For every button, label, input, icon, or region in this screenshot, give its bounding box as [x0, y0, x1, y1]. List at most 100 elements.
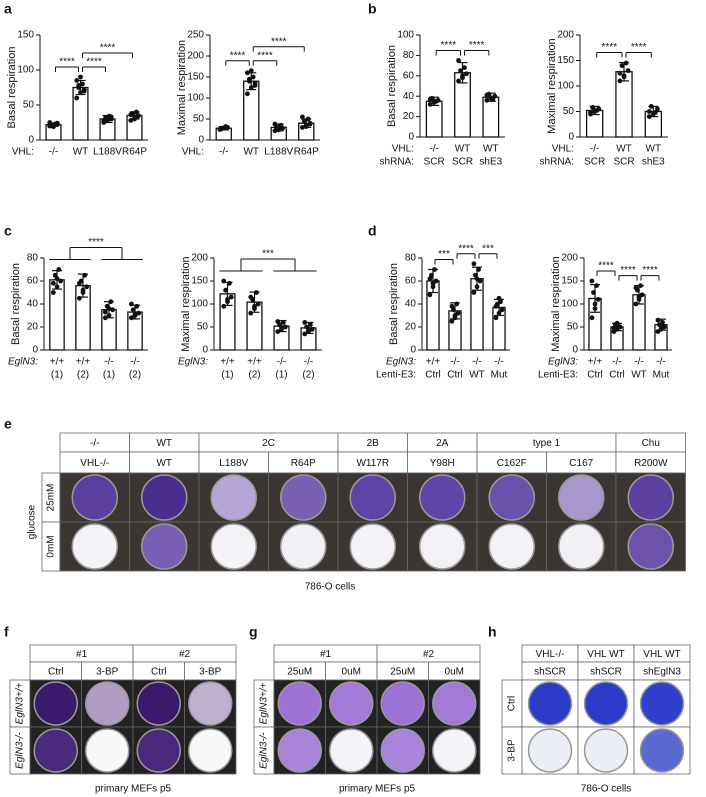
x-row-label: VHL: — [552, 144, 574, 155]
y-axis-label: Basal respiration — [386, 45, 398, 127]
x-tick-label: +/+ — [247, 357, 262, 368]
significance: **** — [88, 237, 104, 248]
data-point — [646, 114, 652, 119]
x-tick-label: (1) — [103, 370, 115, 381]
x-tick-label: SCR — [424, 157, 445, 168]
x-tick-label: shE3 — [479, 157, 502, 168]
y-tick-label: 0 — [198, 135, 204, 146]
data-point — [106, 313, 112, 318]
significance: **** — [59, 57, 75, 68]
well — [136, 728, 181, 773]
well — [280, 474, 327, 521]
x-tick-label: SCR — [584, 157, 605, 168]
data-point — [592, 306, 598, 311]
data-point — [228, 294, 234, 300]
column-header: -/- — [90, 438, 99, 449]
column-header: shSCR — [590, 667, 622, 678]
x-tick-label: -/- — [49, 147, 58, 158]
significance: **** — [86, 57, 102, 68]
data-point — [307, 121, 313, 127]
bar — [72, 86, 89, 141]
data-point — [660, 320, 665, 325]
x-row-label: shRNA: — [380, 157, 414, 168]
data-point — [594, 108, 600, 113]
x-tick-label: (2) — [77, 370, 89, 381]
column-header: L188V — [219, 458, 248, 469]
data-point — [484, 97, 490, 103]
well — [558, 523, 605, 570]
data-point — [80, 287, 86, 293]
x-tick-label: Ctrl — [425, 370, 441, 381]
x-tick-label: (2) — [129, 370, 141, 381]
data-point — [132, 116, 137, 122]
x-tick-label: (2) — [302, 370, 314, 381]
x-row-label: EglN3: — [548, 357, 578, 368]
row-label: 0mM — [46, 535, 57, 557]
x-tick-label: (1) — [275, 370, 287, 381]
y-tick-label: 0 — [408, 132, 414, 143]
caption: 786-O cells — [305, 582, 356, 593]
well — [349, 474, 396, 521]
well — [71, 523, 118, 570]
data-point — [588, 110, 593, 115]
data-point — [253, 290, 259, 295]
y-tick-label: 100 — [561, 299, 578, 310]
data-point — [76, 280, 82, 286]
x-tick-label: -/- — [634, 357, 643, 368]
column-header: 25uM — [287, 667, 312, 678]
x-tick-label: (1) — [221, 370, 233, 381]
column-header: W117R — [356, 458, 389, 469]
data-point — [638, 283, 643, 288]
y-tick-label: 0 — [32, 345, 38, 356]
y-tick-label: 100 — [187, 93, 204, 104]
column-header: R64P — [291, 458, 316, 469]
well — [583, 681, 629, 726]
y-axis-label: Basal respiration — [10, 263, 22, 345]
column-header: shSCR — [534, 667, 566, 678]
significance: **** — [458, 243, 474, 254]
x-row-label: VHL: — [12, 147, 34, 158]
column-header: 3-BP — [199, 667, 222, 678]
y-tick-label: 80 — [403, 50, 415, 61]
panel-label: h — [488, 624, 497, 640]
data-point — [102, 315, 108, 321]
y-tick-label: 60 — [405, 276, 417, 287]
significance: **** — [271, 36, 287, 47]
data-point — [614, 320, 620, 326]
x-tick-label: WT — [469, 370, 485, 381]
data-point — [252, 303, 257, 309]
y-tick-label: 100 — [17, 65, 34, 76]
y-tick-label: 80 — [405, 253, 417, 264]
x-row-label: EglN3: — [8, 357, 38, 368]
data-point — [655, 317, 661, 323]
y-tick-label: 0 — [410, 345, 416, 356]
x-tick-label: L188V — [93, 147, 122, 158]
x-tick-label: -/- — [612, 357, 621, 368]
y-tick-label: 0 — [28, 135, 34, 146]
y-tick-label: 100 — [397, 30, 414, 41]
data-point — [652, 110, 658, 115]
data-point — [592, 301, 598, 307]
well — [33, 681, 78, 726]
data-point — [427, 292, 433, 298]
significance: **** — [602, 42, 618, 53]
row-label: Ctrl — [507, 696, 518, 712]
data-point — [275, 319, 281, 324]
column-header: shEglN3 — [643, 667, 681, 678]
data-point — [101, 118, 107, 124]
column-header: 2C — [262, 438, 275, 449]
x-tick-label: WT — [616, 144, 632, 155]
row-label: EglN3-/- — [15, 731, 26, 768]
well — [627, 523, 674, 570]
x-tick-label: R64P — [122, 147, 147, 158]
well — [349, 523, 396, 570]
column-header: C167 — [569, 458, 593, 469]
y-axis-label: Basal respiration — [388, 263, 400, 345]
data-point — [462, 65, 467, 71]
significance: **** — [598, 261, 614, 272]
well — [33, 728, 78, 773]
column-header: Chu — [642, 438, 660, 449]
well — [210, 474, 257, 521]
data-point — [454, 301, 459, 307]
x-tick-label: -/- — [219, 147, 228, 158]
